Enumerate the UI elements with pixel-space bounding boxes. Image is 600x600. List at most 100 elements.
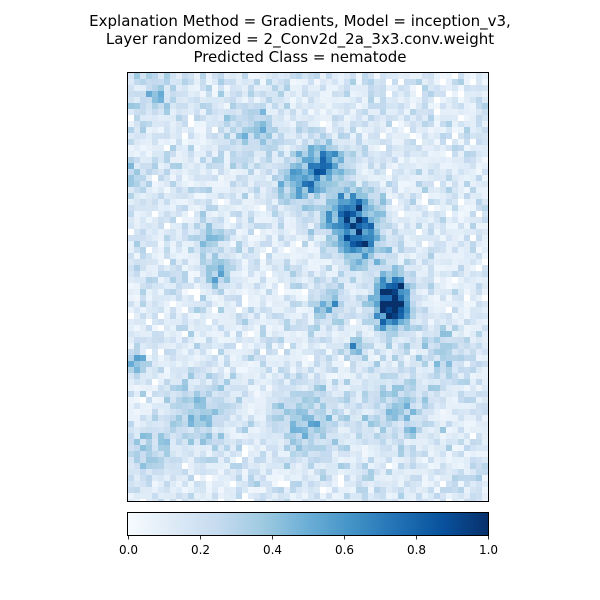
heatmap-cell: [206, 73, 212, 79]
heatmap-cell: [482, 193, 488, 199]
heatmap-cell: [224, 331, 230, 337]
heatmap-cell: [242, 463, 248, 469]
heatmap-cell: [206, 289, 212, 295]
heatmap-cell: [344, 385, 350, 391]
heatmap-cell: [254, 325, 260, 331]
heatmap-cell: [146, 295, 152, 301]
heatmap-cell: [170, 349, 176, 355]
heatmap-cell: [260, 85, 266, 91]
heatmap-cell: [260, 367, 266, 373]
heatmap-cell: [374, 355, 380, 361]
heatmap-cell: [302, 397, 308, 403]
heatmap-cell: [230, 421, 236, 427]
heatmap-cell: [446, 379, 452, 385]
heatmap-cell: [332, 139, 338, 145]
heatmap-cell: [284, 349, 290, 355]
heatmap-cell: [176, 409, 182, 415]
heatmap-cell: [374, 253, 380, 259]
heatmap-cell: [134, 115, 140, 121]
heatmap-cell: [182, 271, 188, 277]
heatmap-cell: [356, 277, 362, 283]
heatmap-cell: [296, 325, 302, 331]
heatmap-cell: [272, 463, 278, 469]
heatmap-cell: [392, 349, 398, 355]
heatmap-cell: [362, 397, 368, 403]
heatmap-cell: [464, 421, 470, 427]
heatmap-cell: [410, 229, 416, 235]
heatmap-cell: [206, 313, 212, 319]
heatmap-cell: [236, 109, 242, 115]
heatmap-cell: [464, 433, 470, 439]
heatmap-cell: [170, 187, 176, 193]
heatmap-cell: [350, 433, 356, 439]
heatmap-cell: [290, 439, 296, 445]
heatmap-cell: [278, 433, 284, 439]
heatmap-cell: [200, 85, 206, 91]
heatmap-cell: [452, 385, 458, 391]
heatmap-cell: [416, 295, 422, 301]
heatmap-cell: [296, 457, 302, 463]
heatmap-cell: [428, 151, 434, 157]
heatmap-cell: [188, 235, 194, 241]
heatmap-cell: [404, 349, 410, 355]
heatmap-cell: [242, 91, 248, 97]
heatmap-cell: [446, 421, 452, 427]
heatmap-cell: [332, 91, 338, 97]
heatmap-cell: [242, 97, 248, 103]
heatmap-cell: [410, 433, 416, 439]
heatmap-cell: [416, 487, 422, 493]
heatmap-cell: [338, 403, 344, 409]
heatmap-cell: [464, 73, 470, 79]
heatmap-cell: [134, 253, 140, 259]
heatmap-cell: [458, 139, 464, 145]
heatmap-cell: [206, 271, 212, 277]
heatmap-cell: [452, 103, 458, 109]
heatmap-cell: [200, 97, 206, 103]
heatmap-cell: [146, 415, 152, 421]
heatmap-cell: [422, 487, 428, 493]
heatmap-cell: [386, 85, 392, 91]
heatmap-cell: [182, 379, 188, 385]
heatmap-cell: [428, 97, 434, 103]
heatmap-cell: [158, 97, 164, 103]
heatmap-cell: [170, 265, 176, 271]
heatmap-cell: [470, 463, 476, 469]
heatmap-cell: [434, 145, 440, 151]
heatmap-cell: [194, 151, 200, 157]
heatmap-cell: [440, 433, 446, 439]
heatmap-cell: [260, 187, 266, 193]
heatmap-cell: [242, 175, 248, 181]
heatmap-cell: [434, 217, 440, 223]
heatmap-cell: [224, 325, 230, 331]
heatmap-cell: [452, 481, 458, 487]
heatmap-cell: [224, 295, 230, 301]
heatmap-cell: [350, 421, 356, 427]
heatmap-cell: [254, 475, 260, 481]
heatmap-cell: [350, 253, 356, 259]
heatmap-cell: [266, 301, 272, 307]
heatmap-cell: [356, 403, 362, 409]
heatmap-cell: [422, 319, 428, 325]
heatmap-cell: [290, 223, 296, 229]
heatmap-cell: [392, 145, 398, 151]
heatmap-cell: [350, 397, 356, 403]
heatmap-cell: [260, 439, 266, 445]
heatmap-cell: [350, 367, 356, 373]
heatmap-cell: [308, 307, 314, 313]
heatmap-cell: [344, 145, 350, 151]
heatmap-cell: [350, 91, 356, 97]
heatmap-cell: [164, 451, 170, 457]
heatmap-cell: [158, 409, 164, 415]
heatmap-cell: [200, 247, 206, 253]
heatmap-cell: [320, 175, 326, 181]
heatmap-cell: [188, 337, 194, 343]
heatmap-cell: [434, 361, 440, 367]
heatmap-cell: [212, 493, 218, 499]
heatmap-cell: [440, 469, 446, 475]
heatmap-cell: [464, 325, 470, 331]
heatmap-cell: [446, 391, 452, 397]
heatmap-cell: [176, 229, 182, 235]
heatmap-cell: [428, 475, 434, 481]
heatmap-cell: [248, 493, 254, 499]
heatmap-cell: [428, 439, 434, 445]
